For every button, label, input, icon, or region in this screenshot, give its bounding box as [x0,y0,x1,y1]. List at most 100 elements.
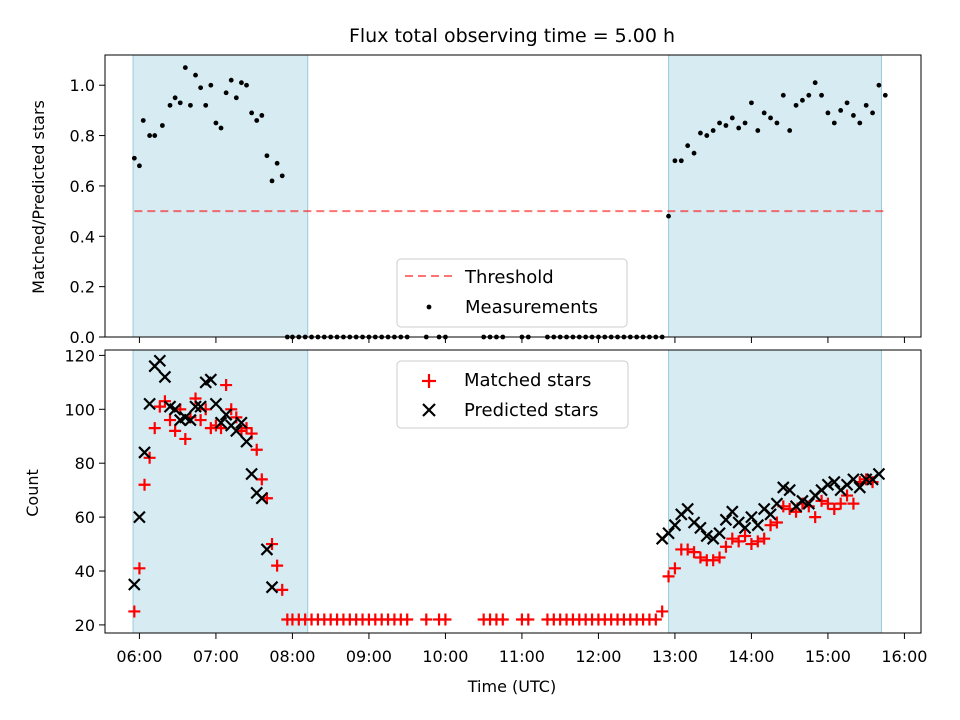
matched-point-1 [133,562,146,575]
x-tick-label-1: 07:00 [193,647,239,666]
legend-predicted-label: Predicted stars [464,400,598,421]
matched-point-102 [815,494,828,507]
measurement-point-18 [228,77,234,83]
measurement-point-99 [806,92,812,98]
matched-point-28 [271,559,284,572]
measurement-point-28 [279,173,285,179]
measurement-point-87 [729,115,735,121]
matched-point-82 [688,546,701,559]
matched-point-90 [739,529,752,542]
measurement-point-3 [147,133,153,138]
matched-point-7 [164,414,177,427]
bottom-legend-box [396,360,629,429]
x-tick-label-2: 08:00 [269,647,315,666]
predicted-point-17 [214,416,228,430]
measurement-point-105 [844,100,850,106]
top-y-axis: 0.0 0.2 0.4 0.6 0.8 1.0 [70,76,105,347]
predicted-point-20 [230,424,243,438]
measurement-point-22 [249,110,255,116]
measurement-point-96 [787,128,793,133]
bottom-plot-frame [104,349,922,634]
x-tick-label-6: 12:00 [575,647,621,666]
matched-point-58 [522,613,535,626]
predicted-point-97 [783,483,796,497]
matched-point-103 [821,497,834,510]
measurement-point-91 [755,128,761,133]
measurement-point-98 [800,97,805,103]
matched-point-8 [169,424,182,437]
measurement-point-80 [685,143,691,149]
measurement-point-14 [208,82,214,88]
predicted-point-21 [235,416,248,430]
measurement-point-92 [761,110,767,116]
x-tick-label-8: 14:00 [728,647,774,666]
measurement-point-82 [698,130,703,136]
predicted-point-3 [143,397,156,411]
measurement-point-0 [131,155,137,161]
predicted-point-111 [872,467,886,481]
measurement-point-84 [710,128,716,133]
top-legend-box [396,258,628,328]
bottom-y-tick-label-4: 100 [64,400,95,419]
bottom-shaded-region-0 [132,349,309,634]
top-y-tick-label-4: 0.8 [70,127,95,146]
bottom-y-tick-label-3: 80 [75,454,95,473]
predicted-point-84 [700,529,714,543]
predicted-point-2 [138,446,151,459]
bottom-y-tick-label-0: 20 [75,616,95,635]
measurement-point-27 [274,160,280,166]
measurement-point-4 [152,133,158,138]
predicted-point-83 [694,521,707,535]
matched-point-83 [694,551,707,564]
measurement-point-24 [259,113,265,118]
predicted-point-8 [168,403,182,416]
matched-point-25 [255,473,268,486]
matched-point-56 [496,613,509,626]
matched-point-88 [726,532,739,545]
matched-point-13 [194,414,207,427]
predicted-point-78 [662,526,675,540]
legend-measurements-swatch [426,304,432,310]
predicted-point-0 [128,578,141,591]
measurement-point-93 [768,115,773,121]
predicted-point-79 [668,518,682,532]
measurement-point-79 [678,158,684,164]
predicted-point-25 [255,491,269,505]
bottom-y-tick-label-2: 60 [75,508,95,527]
matched-point-81 [681,543,694,556]
matched-point-106 [841,489,854,502]
matched-point-92 [751,535,764,548]
bottom-y-axis-label: Count [23,469,42,517]
measurement-point-100 [812,80,818,86]
measurement-point-8 [177,100,183,106]
predicted-point-107 [847,473,860,486]
matched-point-94 [764,519,777,532]
predicted-point-88 [726,505,739,518]
matched-point-93 [758,532,771,545]
x-tick-label-4: 10:00 [422,647,468,666]
measurement-point-26 [269,178,275,184]
predicted-point-1 [133,510,146,524]
x-tick-label-3: 09:00 [346,647,392,666]
predicted-point-99 [796,494,809,508]
predicted-point-95 [770,497,784,510]
predicted-point-91 [745,510,758,524]
measurement-point-102 [825,110,831,116]
measurement-point-88 [736,125,742,131]
predicted-point-22 [240,435,253,448]
x-tick-label-5: 11:00 [499,647,545,666]
measurement-point-86 [723,123,729,128]
matched-point-77 [656,605,669,618]
matched-point-79 [668,562,681,575]
predicted-point-103 [821,478,835,492]
bottom-y-tick-label-1: 40 [75,562,95,581]
measurement-point-109 [870,110,875,116]
top-chart-title: Flux total observing time = 5.00 h [349,25,675,47]
measurement-point-21 [244,82,249,88]
bottom-y-axis: 20 40 60 80 100 120 [64,346,105,635]
measurement-point-90 [749,100,754,106]
matched-point-0 [128,605,141,618]
measurement-point-85 [717,120,722,126]
matched-point-4 [148,422,161,435]
